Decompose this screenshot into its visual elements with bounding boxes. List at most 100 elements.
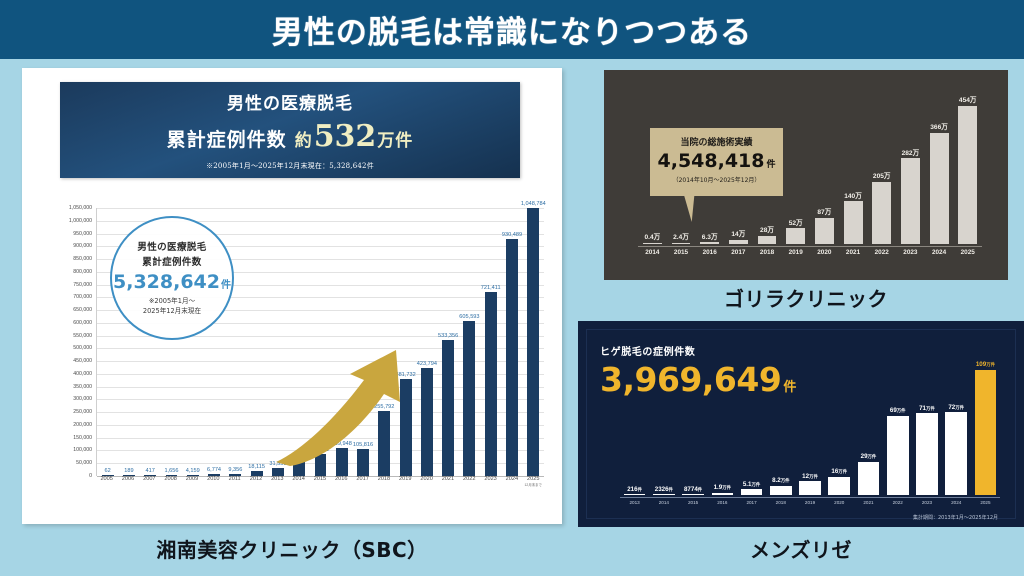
bar-value-label: 366万 — [930, 124, 948, 132]
y-axis-tick-label: 850,000 — [73, 256, 92, 263]
bar-column: 12万件 — [795, 357, 824, 495]
x-axis-tick-label: 2008 — [164, 476, 177, 482]
bar-column: 8774件 — [678, 357, 707, 495]
bar-value-label: 71万件 — [919, 404, 935, 412]
x-axis-tick-label: 2021 — [845, 249, 861, 256]
x-axis-tick-label: 2015 — [687, 500, 699, 505]
x-axis-tick-label: 2023 — [921, 500, 933, 505]
y-axis-tick-label: 1,000,000 — [68, 217, 92, 224]
x-axis-tick-label: 2015 — [313, 476, 327, 482]
x-axis-tick-label: 2023 — [484, 476, 497, 482]
bar-value-label: 87万 — [817, 209, 832, 217]
bar: 85,941 — [312, 447, 329, 476]
bar-column: 205万 — [867, 92, 896, 244]
y-axis-tick-label: 500,000 — [73, 345, 92, 352]
bar-column: 109万件 — [971, 357, 1000, 495]
bar-value-label: 28万 — [760, 227, 774, 234]
sbc-banner-unit: 万件 — [377, 131, 414, 151]
bar: 417 — [144, 468, 157, 476]
bar-value-label: 721,411 — [480, 284, 501, 291]
bar: 8.2万件 — [769, 477, 792, 495]
bar-value-label: 9,356 — [228, 466, 243, 473]
bar: 69万件 — [886, 407, 909, 495]
bar-column: 85,941 — [310, 208, 331, 476]
y-axis-tick-label: 350,000 — [73, 383, 92, 390]
bar: 205万 — [872, 173, 892, 244]
y-axis-tick-label: 750,000 — [73, 281, 92, 288]
bar: 1,048,784 — [521, 201, 546, 476]
bar-column: 6,774 — [203, 208, 224, 476]
x-axis-tick-label: 2024 — [931, 249, 947, 256]
gridline — [97, 297, 544, 299]
x-axis-tick-label: 2012 — [249, 476, 263, 482]
sbc-chart: 0 50,000 100,000 150,000 200,000 250,000 300,0… — [34, 200, 552, 512]
bar: 381,732 — [395, 372, 416, 476]
rize-inner — [586, 329, 1016, 519]
bar: 18,115 — [248, 464, 265, 476]
gridline — [97, 233, 544, 235]
bar: 16万件 — [828, 468, 851, 495]
bar: 62 — [101, 468, 114, 476]
bar-column: 105,816 — [352, 208, 373, 476]
y-axis-tick-label: 900,000 — [73, 243, 92, 250]
rize-plot-area: 216件 2326件 8774件 1.9万件 5.1万件 8.2万件 12万件 16万件 29万… — [620, 357, 1000, 495]
bar-column: 140万 — [839, 92, 868, 244]
x-axis-tick-label: 2016 — [717, 500, 728, 505]
x-axis-tick-label: 2019 — [399, 476, 412, 482]
x-axis-tick-label: 2006 — [121, 476, 135, 482]
gorilla-callout-unit: 件 — [766, 160, 776, 170]
bar: 0.4万 — [642, 234, 662, 244]
x-axis-tick-label: 2014 — [658, 500, 669, 505]
gridline — [97, 476, 544, 477]
y-axis-tick-label: 400,000 — [73, 370, 92, 377]
bar-value-label: 255,792 — [374, 403, 395, 410]
sbc-callout-number-row: 5,328,642 件 — [113, 271, 231, 293]
x-axis-tick-label: 2025 — [960, 249, 975, 256]
sbc-callout-unit: 件 — [220, 280, 231, 292]
gorilla-callout-note: （2014年10月～2025年12月） — [672, 177, 761, 184]
gorilla-callout: 当院の総施術実績 4,548,418 件 （2014年10月～2025年12月） — [650, 128, 783, 196]
bar-column: 16万件 — [825, 357, 854, 495]
bar-column: 8.2万件 — [766, 357, 795, 495]
bar-column: 9,356 — [225, 208, 246, 476]
bar: 8774件 — [682, 486, 704, 495]
x-axis-tick-label: 2014 — [645, 249, 660, 256]
y-axis-tick-label: 700,000 — [73, 294, 92, 301]
bar-column: 71万件 — [912, 357, 941, 495]
x-axis-tick-label: 2018 — [377, 476, 391, 482]
bar-value-label: 1.9万件 — [713, 484, 732, 492]
bar: 5.1万件 — [740, 481, 763, 495]
x-axis-tick-label: 2023 — [903, 249, 918, 256]
x-axis-tick-label: 2011 — [228, 476, 241, 482]
x-axis-tick-label: 2010 — [207, 476, 220, 482]
bar-value-label: 14万 — [731, 231, 746, 239]
y-axis-tick-label: 250,000 — [73, 409, 92, 416]
gridline — [97, 220, 544, 222]
x-axis-tick-label: 2024 — [505, 476, 519, 482]
bar-value-label: 62 — [104, 468, 111, 475]
bar: 282万 — [900, 150, 920, 244]
bar: 721,411 — [481, 285, 501, 476]
x-axis-tick-label: 2020 — [817, 249, 832, 256]
bar-value-label: 85,941 — [311, 447, 330, 454]
rize-panel: ヒゲ脱毛の症例件数 3,969,649 件 216件 2326件 8774件 1.9万… — [578, 321, 1024, 527]
bar-value-label: 533,356 — [438, 332, 459, 339]
page-header: 男性の脱毛は常識になりつつある — [0, 0, 1024, 59]
caption-sbc: 湘南美容クリニック（SBC） — [156, 538, 428, 562]
y-axis-tick-label: 50,000 — [76, 460, 92, 467]
x-axis-tick-label: 2019 — [788, 249, 803, 256]
bar: 109,948 — [332, 441, 352, 476]
bar: 454万 — [958, 97, 978, 244]
x-axis-tick-sublabel: 12月末まで — [524, 482, 542, 487]
gorilla-bar-series: 0.4万 2.4万 6.3万 14万 28万 52万 87万 140万 205万 282万 366万… — [638, 92, 982, 244]
bar-value-label: 417 — [145, 468, 155, 475]
bar-column: 72万件 — [942, 357, 971, 495]
bar: 53,708 — [291, 455, 308, 476]
y-axis-tick-label: 100,000 — [73, 447, 92, 454]
bar: 12万件 — [799, 473, 821, 495]
bar-value-label: 140万 — [844, 192, 862, 200]
bar: 189 — [122, 468, 135, 476]
bar: 366万 — [929, 124, 949, 244]
gridline — [97, 246, 544, 248]
bar-value-label: 423,794 — [416, 360, 437, 367]
